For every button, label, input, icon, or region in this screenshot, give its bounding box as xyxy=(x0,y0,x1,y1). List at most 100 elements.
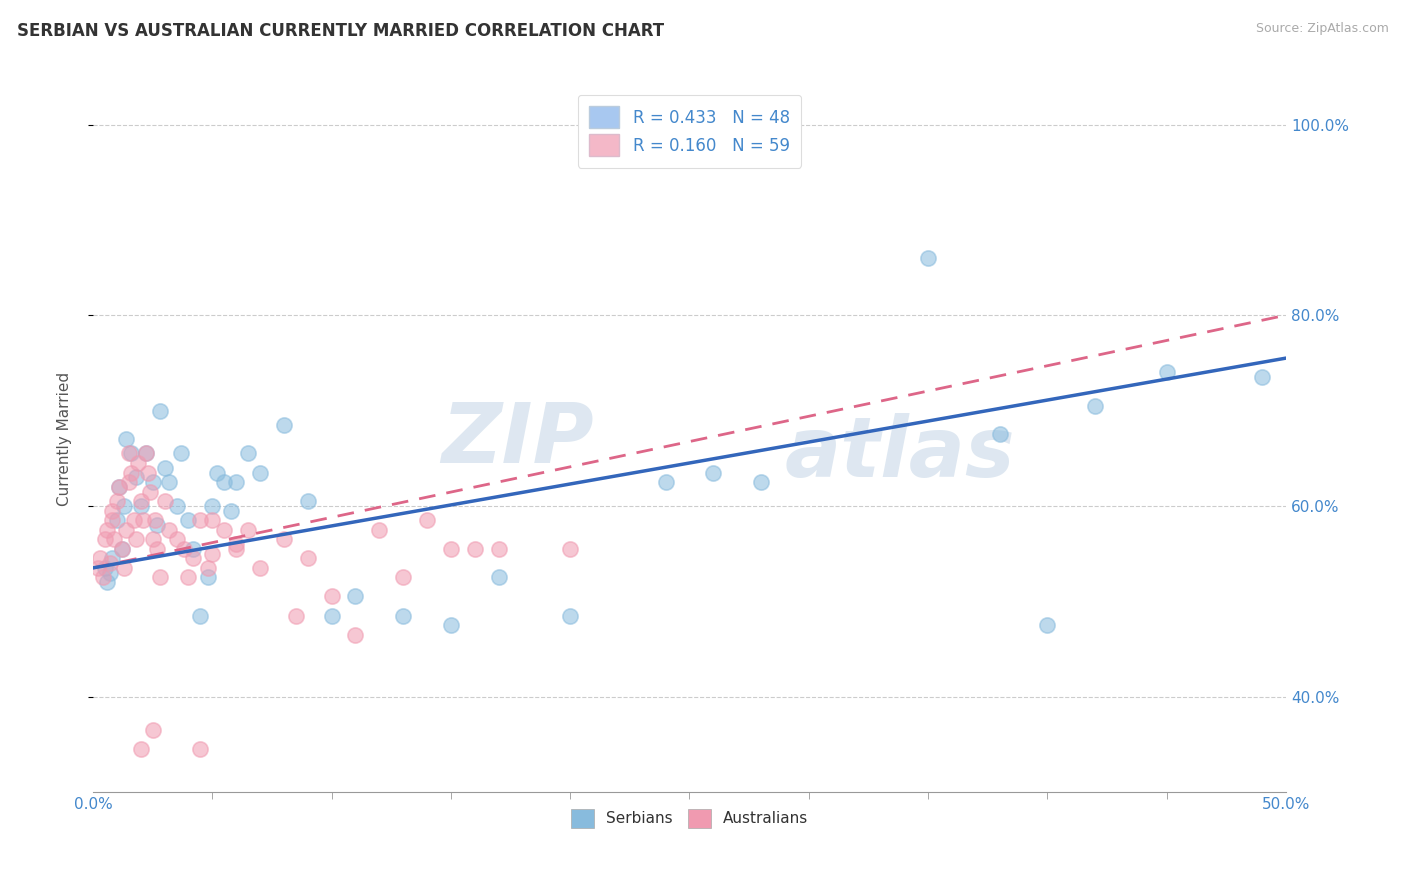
Point xyxy=(205,466,228,480)
Point xyxy=(166,533,188,547)
Point xyxy=(98,566,121,580)
Point xyxy=(284,608,307,623)
Point xyxy=(98,556,121,570)
Point xyxy=(488,541,510,556)
Point xyxy=(190,742,212,756)
Point xyxy=(103,533,125,547)
Point xyxy=(134,446,156,460)
Point xyxy=(177,570,200,584)
Point xyxy=(440,618,463,632)
Point xyxy=(96,523,118,537)
Point xyxy=(125,533,148,547)
Point xyxy=(273,533,295,547)
Point xyxy=(132,513,155,527)
Point xyxy=(212,523,235,537)
Point xyxy=(108,480,131,494)
Point xyxy=(146,541,169,556)
Point xyxy=(142,533,165,547)
Point xyxy=(392,570,415,584)
Point xyxy=(249,466,271,480)
Point xyxy=(225,541,247,556)
Point xyxy=(212,475,235,489)
Point xyxy=(111,541,134,556)
Point xyxy=(197,570,219,584)
Point xyxy=(201,547,224,561)
Point xyxy=(146,518,169,533)
Text: ZIP: ZIP xyxy=(441,399,595,480)
Point xyxy=(702,466,724,480)
Point xyxy=(297,494,319,508)
Point xyxy=(464,541,486,556)
Point xyxy=(221,504,243,518)
Point xyxy=(344,627,367,641)
Point xyxy=(440,541,463,556)
Point xyxy=(139,484,162,499)
Point xyxy=(1251,370,1274,384)
Point xyxy=(149,403,172,417)
Point xyxy=(136,466,159,480)
Point xyxy=(134,446,156,460)
Point xyxy=(96,575,118,590)
Point xyxy=(1084,399,1107,413)
Point xyxy=(416,513,439,527)
Point xyxy=(101,504,124,518)
Point xyxy=(129,494,152,508)
Point xyxy=(112,499,135,513)
Point xyxy=(129,742,152,756)
Point xyxy=(157,523,180,537)
Point xyxy=(153,494,176,508)
Point xyxy=(236,446,259,460)
Point xyxy=(112,561,135,575)
Point xyxy=(129,499,152,513)
Point xyxy=(101,513,124,527)
Point xyxy=(94,561,117,575)
Point xyxy=(122,513,145,527)
Point xyxy=(177,513,200,527)
Point xyxy=(101,551,124,566)
Point xyxy=(392,608,415,623)
Point xyxy=(249,561,271,575)
Point xyxy=(225,475,247,489)
Text: SERBIAN VS AUSTRALIAN CURRENTLY MARRIED CORRELATION CHART: SERBIAN VS AUSTRALIAN CURRENTLY MARRIED … xyxy=(17,22,664,40)
Point xyxy=(149,570,172,584)
Point xyxy=(344,590,367,604)
Point xyxy=(197,561,219,575)
Text: atlas: atlas xyxy=(785,413,1015,494)
Point xyxy=(173,541,195,556)
Point xyxy=(94,533,117,547)
Point xyxy=(917,251,939,265)
Point xyxy=(273,417,295,432)
Point xyxy=(120,466,142,480)
Point xyxy=(118,475,141,489)
Point xyxy=(142,475,165,489)
Point xyxy=(488,570,510,584)
Point xyxy=(125,470,148,484)
Point xyxy=(142,723,165,737)
Point xyxy=(115,523,138,537)
Point xyxy=(1156,366,1178,380)
Point xyxy=(108,480,131,494)
Point xyxy=(560,608,582,623)
Legend: Serbians, Australians: Serbians, Australians xyxy=(565,803,814,834)
Point xyxy=(560,541,582,556)
Point xyxy=(127,456,149,470)
Point xyxy=(654,475,676,489)
Point xyxy=(105,494,128,508)
Point xyxy=(157,475,180,489)
Point xyxy=(749,475,772,489)
Point xyxy=(105,513,128,527)
Point xyxy=(368,523,391,537)
Point xyxy=(181,551,204,566)
Point xyxy=(988,427,1011,442)
Point xyxy=(201,513,224,527)
Point xyxy=(120,446,142,460)
Point xyxy=(153,460,176,475)
Point xyxy=(321,590,343,604)
Point xyxy=(166,499,188,513)
Point xyxy=(89,551,111,566)
Point xyxy=(297,551,319,566)
Point xyxy=(201,499,224,513)
Point xyxy=(170,446,193,460)
Point xyxy=(321,608,343,623)
Point xyxy=(181,541,204,556)
